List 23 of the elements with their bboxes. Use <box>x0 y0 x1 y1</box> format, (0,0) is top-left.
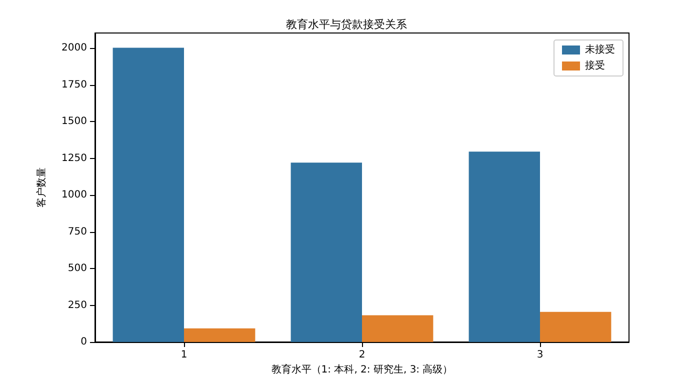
legend-label: 未接受 <box>585 44 615 56</box>
y-tick-label: 0 <box>80 336 87 348</box>
y-tick-label: 2000 <box>62 42 87 54</box>
bar <box>540 312 612 342</box>
x-axis-title: 教育水平（1: 本科, 2: 研究生, 3: 高级） <box>271 363 453 376</box>
bar <box>362 315 434 342</box>
y-tick-label: 1250 <box>62 152 87 164</box>
x-tick-label: 2 <box>358 350 366 360</box>
bar <box>184 328 256 342</box>
x-tick-label: 3 <box>536 350 544 360</box>
y-tick-label: 250 <box>68 300 87 311</box>
legend-label: 接受 <box>585 60 605 72</box>
y-tick-label: 1750 <box>62 79 87 90</box>
y-tick-label: 500 <box>68 263 87 274</box>
bar <box>290 162 362 342</box>
bar <box>468 152 540 342</box>
chart-title: 教育水平与贷款接受关系 <box>286 18 407 31</box>
y-tick-label: 750 <box>68 226 87 238</box>
y-tick-label: 1500 <box>62 116 87 128</box>
y-tick-label: 1000 <box>62 190 87 201</box>
y-axis-title: 客户数量 <box>36 168 48 208</box>
bar <box>112 48 184 342</box>
x-tick-label: 1 <box>180 350 188 360</box>
